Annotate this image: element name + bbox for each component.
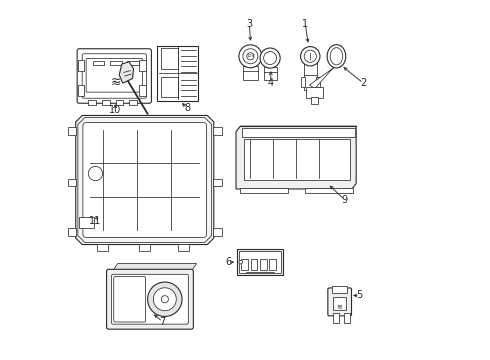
Bar — [237, 249, 283, 275]
Polygon shape — [76, 116, 214, 244]
Bar — [68, 127, 76, 135]
Bar — [333, 297, 346, 310]
Text: 4: 4 — [268, 78, 274, 88]
Text: 8: 8 — [185, 103, 191, 113]
Bar — [242, 259, 248, 270]
Bar — [157, 45, 198, 101]
Text: 11: 11 — [89, 216, 101, 226]
Text: 2: 2 — [360, 78, 367, 88]
Bar — [97, 244, 108, 251]
Bar — [88, 100, 96, 105]
Bar — [110, 61, 122, 64]
Text: 12V: 12V — [246, 54, 255, 58]
Circle shape — [260, 48, 280, 68]
Bar — [78, 60, 84, 71]
Bar — [244, 139, 350, 180]
Bar — [139, 85, 146, 96]
Circle shape — [243, 49, 258, 64]
Bar — [213, 228, 221, 235]
Bar — [304, 188, 353, 193]
Bar — [213, 127, 221, 135]
Bar — [239, 251, 281, 273]
Bar — [333, 314, 339, 323]
Circle shape — [264, 51, 276, 64]
Text: 3: 3 — [246, 19, 252, 29]
Circle shape — [239, 260, 243, 264]
Circle shape — [304, 50, 317, 62]
Bar — [139, 244, 150, 251]
Circle shape — [300, 46, 320, 66]
Circle shape — [161, 296, 169, 303]
Bar — [213, 179, 221, 186]
Text: 7: 7 — [159, 317, 166, 327]
Bar — [251, 259, 257, 270]
Bar — [240, 188, 288, 193]
Polygon shape — [112, 264, 196, 271]
Bar — [139, 60, 146, 71]
FancyBboxPatch shape — [83, 123, 207, 237]
Bar — [243, 128, 355, 137]
Bar — [264, 67, 276, 80]
Bar — [306, 87, 323, 98]
Polygon shape — [119, 62, 134, 83]
Ellipse shape — [330, 48, 343, 65]
Bar — [301, 77, 304, 87]
Bar — [78, 85, 84, 96]
Text: 6: 6 — [226, 257, 232, 267]
Bar — [178, 244, 189, 251]
Bar — [68, 228, 76, 235]
Bar — [311, 97, 318, 104]
Text: 1: 1 — [302, 19, 308, 29]
Bar — [304, 58, 317, 90]
Circle shape — [153, 288, 176, 311]
Bar — [116, 100, 123, 105]
Bar — [343, 314, 350, 323]
Text: ≋: ≋ — [110, 76, 121, 89]
Bar — [260, 259, 267, 270]
Bar — [129, 100, 137, 105]
Bar — [332, 286, 347, 293]
Bar — [243, 66, 258, 80]
Bar — [161, 77, 178, 97]
Circle shape — [147, 282, 182, 316]
Bar — [68, 179, 76, 186]
FancyBboxPatch shape — [112, 274, 188, 324]
FancyBboxPatch shape — [82, 54, 147, 98]
Bar — [270, 259, 276, 270]
Text: 10: 10 — [109, 105, 122, 115]
Ellipse shape — [327, 45, 346, 68]
Bar — [316, 77, 319, 87]
FancyBboxPatch shape — [328, 288, 351, 316]
Text: ≋: ≋ — [337, 304, 343, 310]
Circle shape — [239, 45, 262, 68]
Bar — [79, 217, 95, 228]
Bar — [93, 61, 104, 64]
Polygon shape — [236, 126, 356, 189]
FancyBboxPatch shape — [114, 276, 146, 322]
Text: 5: 5 — [357, 291, 363, 301]
FancyBboxPatch shape — [107, 269, 194, 329]
Text: 9: 9 — [342, 195, 348, 205]
Polygon shape — [310, 64, 338, 89]
Bar — [161, 48, 178, 69]
Circle shape — [247, 53, 254, 60]
FancyBboxPatch shape — [86, 58, 143, 92]
Bar — [102, 100, 110, 105]
FancyBboxPatch shape — [77, 49, 151, 103]
Circle shape — [88, 166, 102, 181]
Bar — [127, 61, 139, 64]
